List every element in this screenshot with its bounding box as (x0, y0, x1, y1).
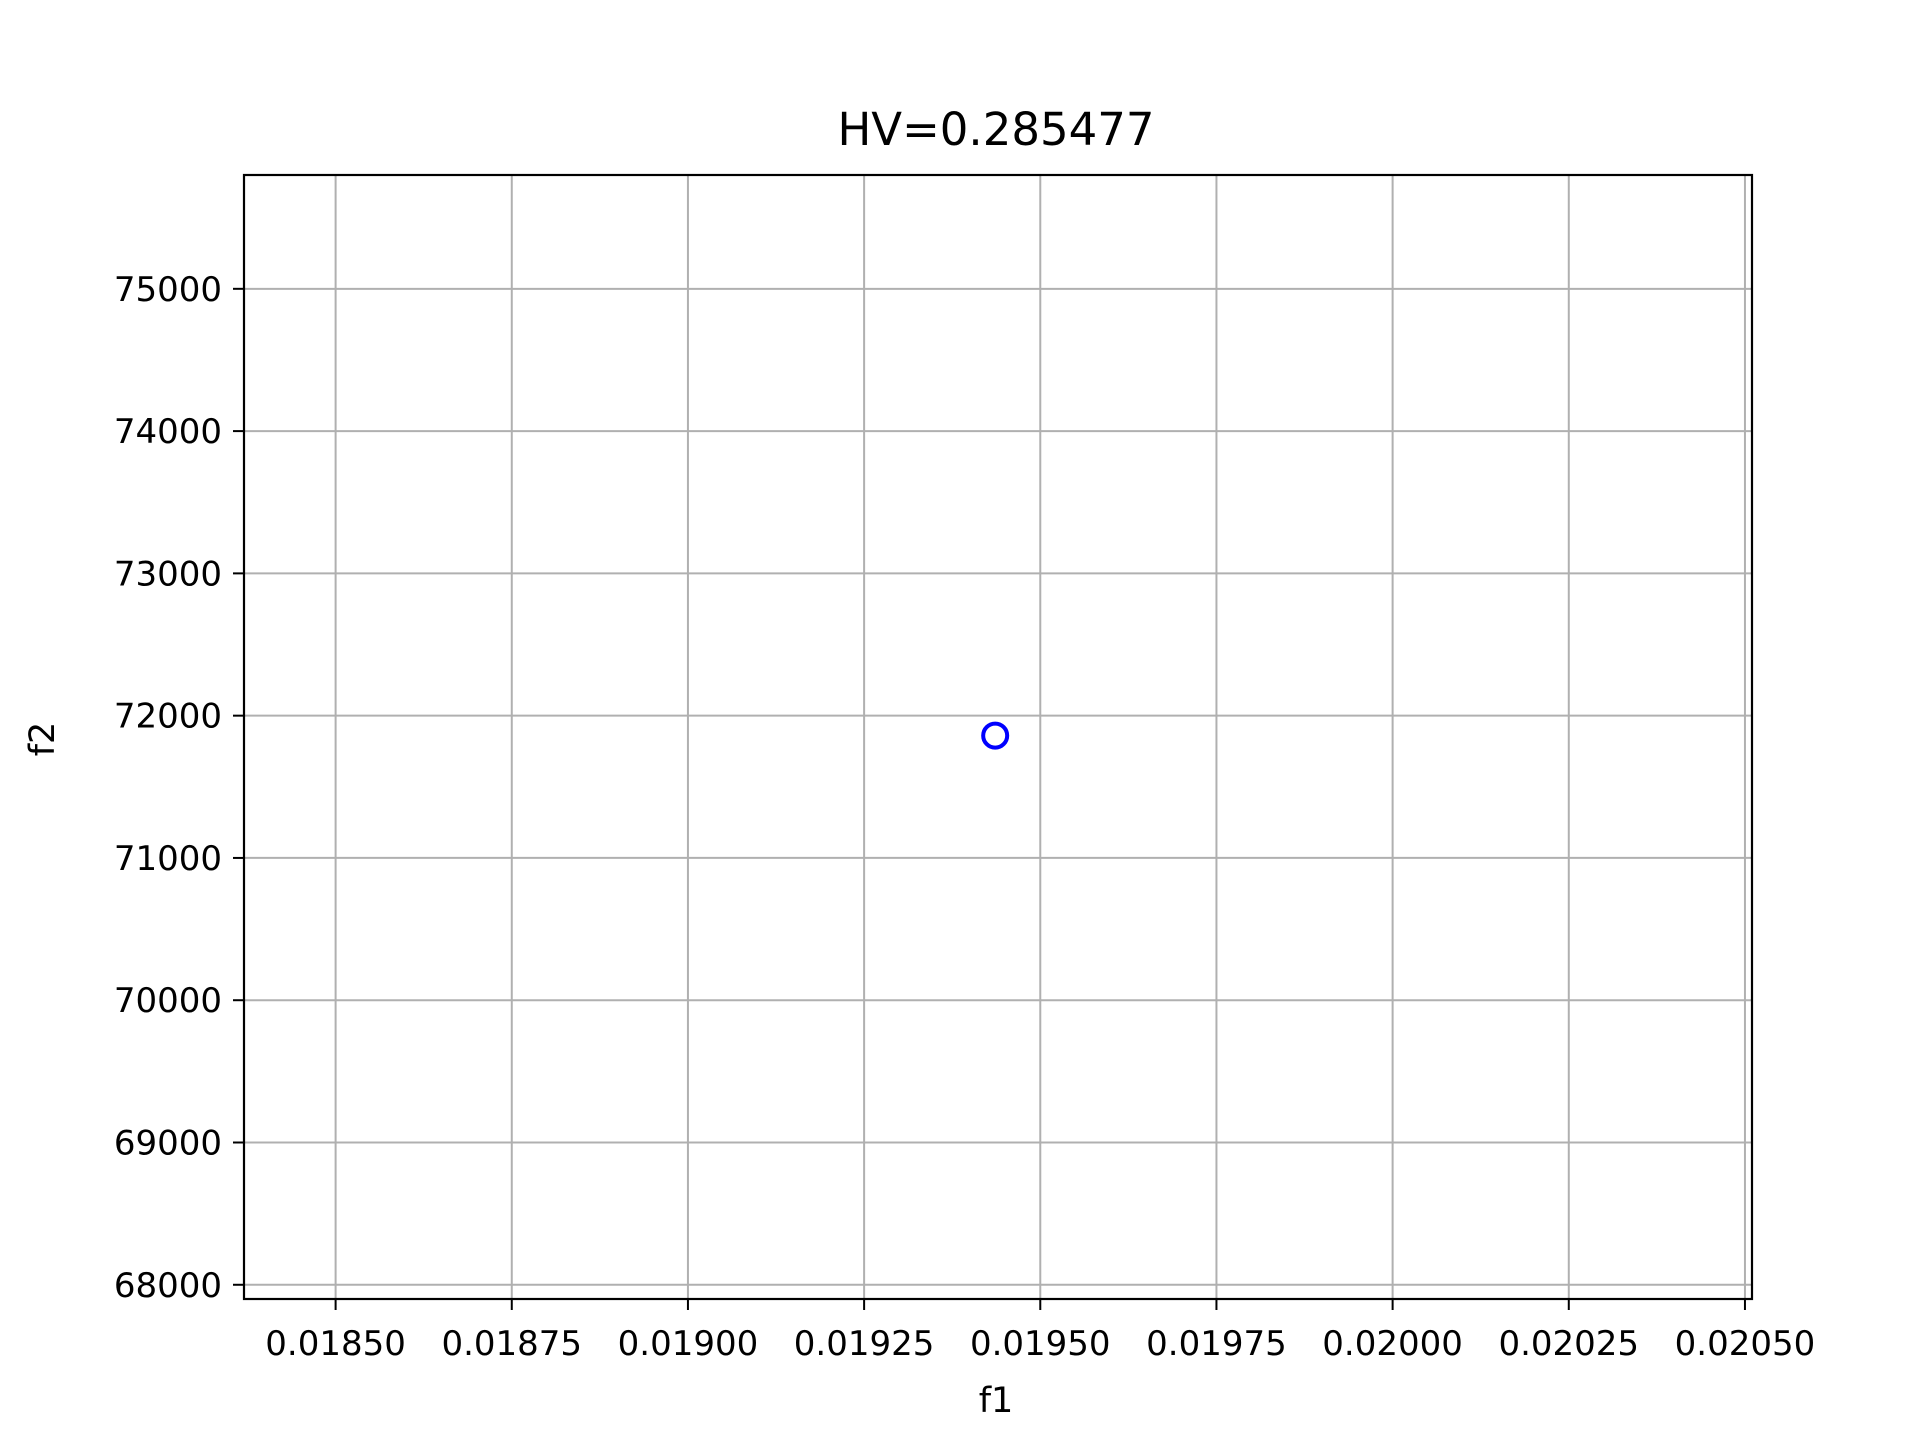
data-points (981, 721, 1010, 750)
x-axis-ticks: 0.01850 0.01875 0.01900 0.01925 0.01950 0.019… (265, 1299, 1815, 1364)
y-axis-title: f2 (23, 722, 63, 757)
y-tick-label: 71000 (114, 839, 222, 879)
y-axis-ticks: 68000 69000 70000 71000 72000 73000 74000 75000 (114, 270, 244, 1306)
x-axis-title: f1 (979, 1381, 1014, 1421)
y-tick-label: 70000 (114, 981, 222, 1021)
y-tick-label: 68000 (114, 1266, 222, 1306)
x-tick-label: 0.01925 (794, 1324, 935, 1364)
x-tick-label: 0.02000 (1322, 1324, 1463, 1364)
data-point (981, 721, 1010, 750)
x-tick-label: 0.01875 (441, 1324, 582, 1364)
y-tick-label: 73000 (114, 554, 222, 594)
x-tick-label: 0.02050 (1675, 1324, 1816, 1364)
x-tick-label: 0.01900 (618, 1324, 759, 1364)
chart-title: HV=0.285477 (837, 103, 1154, 156)
x-tick-label: 0.01850 (265, 1324, 406, 1364)
y-tick-label: 74000 (114, 412, 222, 452)
x-tick-label: 0.01950 (970, 1324, 1111, 1364)
y-tick-label: 75000 (114, 270, 222, 310)
y-tick-label: 72000 (114, 697, 222, 737)
x-tick-label: 0.01975 (1146, 1324, 1287, 1364)
plot-frame (242, 173, 1754, 1301)
y-tick-label: 69000 (114, 1123, 222, 1163)
x-tick-label: 0.02025 (1498, 1324, 1639, 1364)
grid (244, 175, 1752, 1299)
